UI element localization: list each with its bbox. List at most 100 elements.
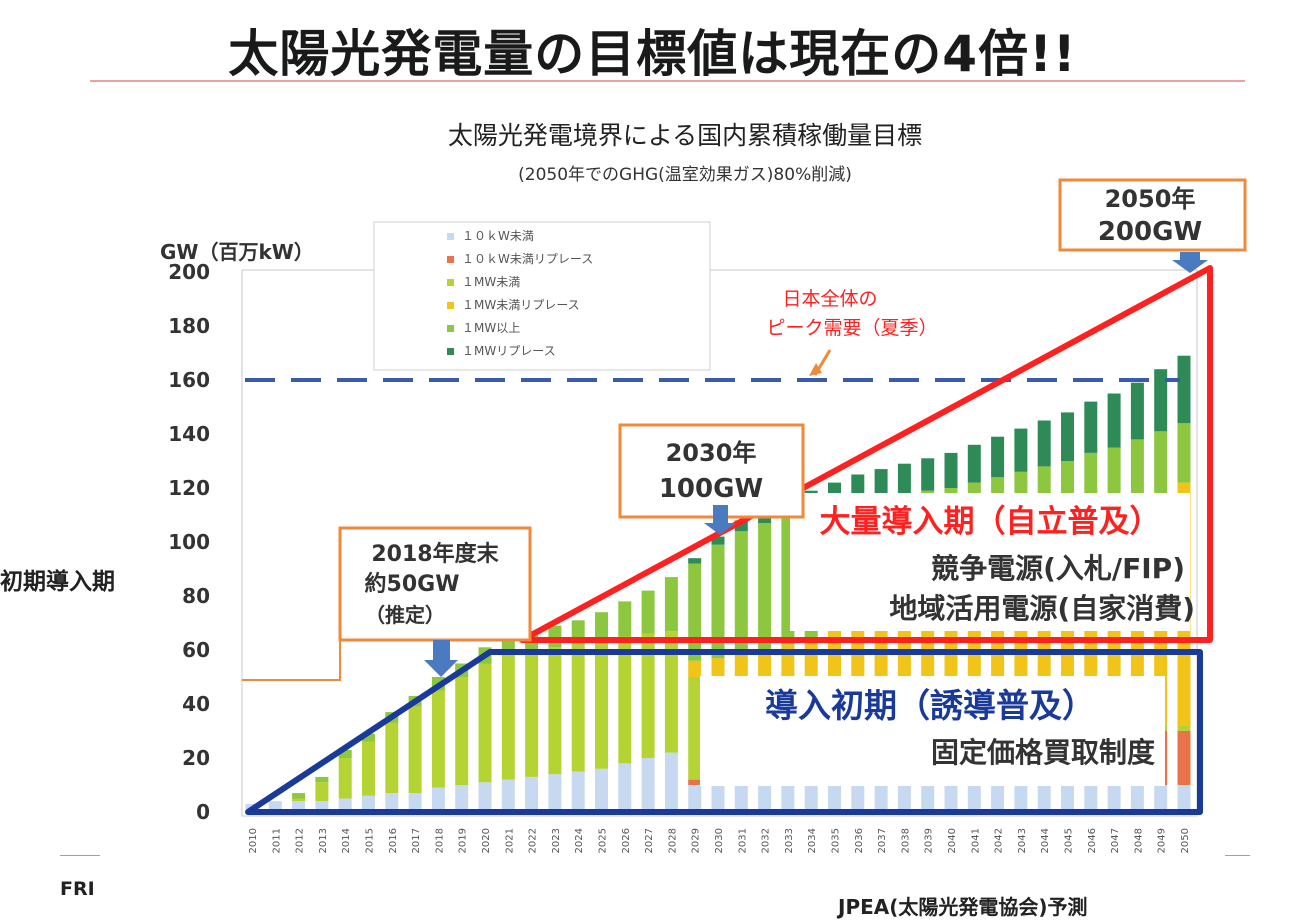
legend-swatch — [447, 302, 454, 309]
x-tick-label: 2012 — [295, 828, 306, 853]
y-tick-label: 40 — [182, 692, 210, 716]
x-tick-label: 2039 — [924, 828, 935, 853]
legend-swatch — [447, 279, 454, 286]
callout-2030 — [618, 423, 805, 519]
x-tick-label: 2026 — [621, 828, 632, 853]
high-volume-phase-panel — [790, 493, 1190, 631]
bar-segment — [641, 590, 655, 634]
bar-segment — [874, 469, 888, 497]
bar-segment — [501, 655, 515, 780]
x-tick-label: 2013 — [318, 828, 329, 853]
bar-segment — [734, 520, 748, 532]
callout-2018-line: 約50GW — [365, 571, 460, 597]
bar-segment — [851, 785, 865, 812]
callout-2018-line: （推定） — [365, 603, 445, 627]
x-tick-label: 2032 — [761, 828, 772, 853]
bar-segment — [1061, 785, 1074, 812]
bar-segment — [1177, 725, 1191, 731]
bar-segment — [408, 706, 422, 794]
bar-segment — [1037, 785, 1051, 812]
bar-segment — [1177, 731, 1191, 785]
legend-swatch — [447, 233, 454, 240]
bar-segment — [851, 474, 865, 499]
peak-demand-arrowhead — [809, 363, 822, 376]
legend: １０ｋW未満 １０ｋW未満リプレース １MW未満 １MW未満リプレース １MW以上 １MW… — [373, 221, 711, 371]
bar-segment — [734, 785, 748, 812]
source-label: JPEA(太陽光発電協会)予測 — [838, 895, 1088, 919]
x-tick-label: 2024 — [574, 828, 585, 853]
legend-swatch — [447, 348, 454, 355]
bar-segment — [664, 577, 678, 632]
bar-segment — [688, 563, 702, 661]
bar-segment — [595, 612, 608, 642]
footer-rule-right — [1225, 855, 1250, 856]
high-volume-phase-detail: 地域活用電源(自家消費) — [889, 592, 1195, 625]
x-tick-label: 2030 — [714, 828, 725, 853]
bar-segment — [292, 801, 306, 812]
y-tick-label: 20 — [182, 746, 210, 770]
bar-segment — [1177, 423, 1191, 483]
bar-segment — [734, 531, 748, 656]
callout-2030-line: 2030年 — [666, 439, 757, 467]
y-axis-label: GW（百万kW） — [160, 240, 314, 264]
bar-segment — [618, 636, 632, 764]
bar-segment — [525, 776, 539, 812]
initial-phase-detail: 固定価格買取制度 — [931, 736, 1155, 769]
y-tick-label: 0 — [196, 800, 210, 824]
y-axis: 0 20 40 60 80 100 120 140 160 180 200 — [168, 260, 210, 824]
bar-segment — [292, 798, 306, 802]
bar-segment — [967, 785, 981, 812]
callout-2018-arrow — [424, 640, 458, 677]
legend-swatch — [447, 325, 454, 332]
x-tick-label: 2050 — [1180, 828, 1191, 853]
bar-segment — [1014, 785, 1028, 812]
peak-demand-text: 日本全体の — [782, 288, 877, 310]
callout-2050 — [1058, 178, 1247, 252]
title-divider — [90, 80, 1245, 82]
bar-segment — [315, 776, 329, 783]
x-tick-label: 2036 — [854, 828, 865, 853]
x-tick-label: 2023 — [551, 828, 562, 853]
bar-segment — [618, 601, 632, 637]
bar-segment — [711, 544, 725, 659]
x-tick-label: 2042 — [994, 828, 1005, 853]
bar-segment — [548, 625, 562, 648]
y-tick-label: 80 — [182, 584, 210, 608]
plot-area-frame — [241, 269, 1198, 817]
bar-segment — [1154, 785, 1168, 812]
y-tick-label: 160 — [168, 368, 210, 392]
y-tick-label: 180 — [168, 314, 210, 338]
bar-segment — [967, 444, 981, 483]
bar-segment — [944, 785, 958, 812]
bar-segment — [1154, 369, 1168, 432]
x-tick-label: 2037 — [877, 828, 888, 853]
bar-segment — [315, 801, 329, 812]
callout-2018-line: 2018年度末 — [371, 541, 499, 567]
bar-segment — [478, 663, 492, 783]
bar-segment — [1014, 428, 1028, 472]
x-tick-label: 2022 — [528, 828, 539, 853]
bar-segment — [478, 782, 492, 812]
legend-box — [373, 221, 711, 371]
x-tick-label: 2028 — [667, 828, 678, 853]
peak-demand-label: 日本全体の ピーク需要（夏季） — [766, 288, 938, 376]
x-tick-label: 2040 — [947, 828, 958, 853]
bar-segment — [711, 536, 725, 545]
peak-demand-text: ピーク需要（夏季） — [766, 317, 937, 339]
legend-label: １MW未満リプレース — [462, 298, 580, 312]
bar-segment — [921, 785, 935, 812]
bar-segment — [455, 785, 469, 812]
callout-2050-line: 200GW — [1098, 217, 1202, 247]
initial-phase-title: 導入初期（誘導普及） — [765, 686, 1095, 725]
bar-segment — [758, 523, 772, 650]
x-tick-label: 2017 — [411, 828, 422, 853]
x-tick-label: 2044 — [1040, 828, 1051, 853]
bar-segment — [1130, 439, 1144, 505]
x-tick-label: 2027 — [644, 828, 655, 853]
bar-segment — [758, 785, 772, 812]
y-tick-label: 140 — [168, 422, 210, 446]
bar-segment — [431, 690, 445, 788]
x-tick-label: 2014 — [341, 828, 352, 853]
bar-segment — [1130, 382, 1144, 440]
bar-segment — [362, 741, 375, 796]
